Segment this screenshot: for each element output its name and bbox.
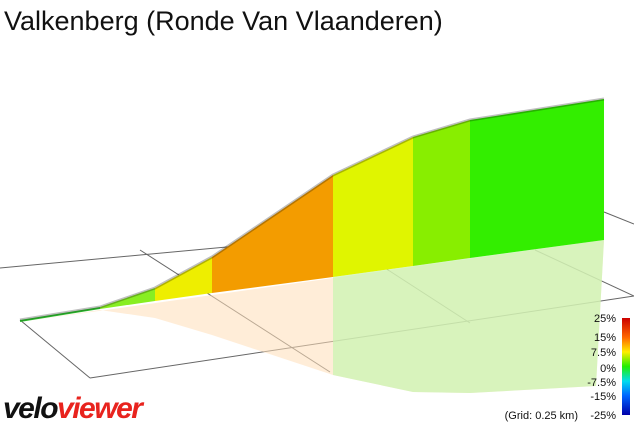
segment [333, 137, 413, 277]
profile-top [19, 97, 605, 322]
segment [212, 175, 333, 293]
profile [19, 97, 605, 322]
legend-label: -7.5% [587, 377, 616, 389]
grid-note: (Grid: 0.25 km) [505, 410, 578, 422]
logo-part: viewer [57, 392, 145, 425]
shadow [333, 240, 604, 393]
legend-label: -25% [590, 410, 616, 422]
legend-label: 25% [594, 313, 616, 325]
segment [20, 307, 100, 322]
legend-label: -15% [590, 391, 616, 403]
logo: veloviewer [3, 392, 145, 425]
segment [155, 257, 212, 301]
legend-label: 7.5% [591, 347, 616, 359]
color-scale [622, 318, 630, 415]
legend-label: 0% [600, 363, 616, 375]
grid-line [603, 211, 634, 225]
segment [413, 120, 470, 266]
segment [100, 288, 155, 309]
title: Valkenberg (Ronde Van Vlaanderen) [4, 6, 443, 36]
legend-label: 15% [594, 332, 616, 344]
logo-part: velo [3, 392, 58, 425]
grid-line [19, 319, 91, 379]
segment [470, 99, 604, 258]
